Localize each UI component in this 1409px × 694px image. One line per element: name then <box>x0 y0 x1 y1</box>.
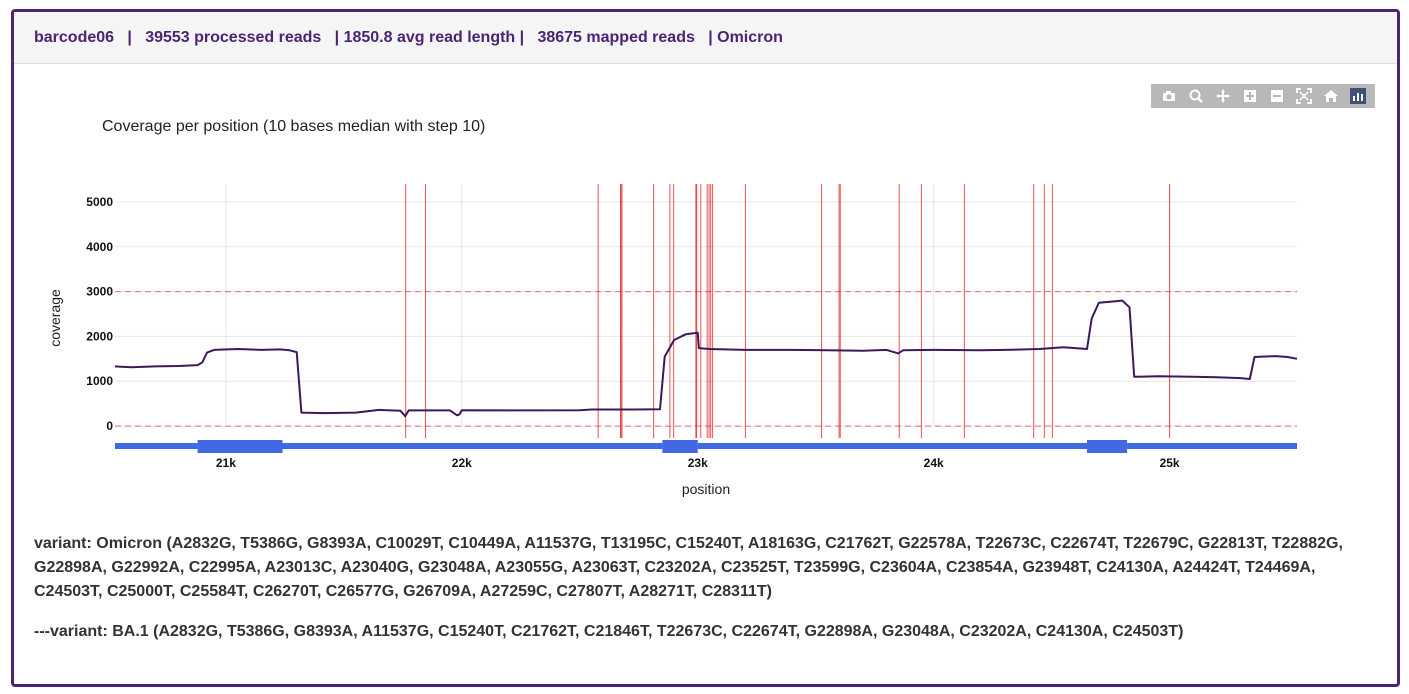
report-panel: barcode06 | 39553 processed reads | 1850… <box>11 9 1400 687</box>
gene-segment-3 <box>662 440 698 453</box>
gene-segment-1 <box>197 440 283 453</box>
gene-bar-layer <box>115 440 1297 453</box>
y-tick-label-1: 1000 <box>86 374 113 388</box>
zoom-out-icon[interactable] <box>1268 87 1286 105</box>
zoom-icon[interactable] <box>1187 87 1205 105</box>
sample-summary-header: barcode06 | 39553 processed reads | 1850… <box>14 12 1397 64</box>
chart-toolbar <box>1151 84 1375 108</box>
gene-segment-2 <box>282 443 663 449</box>
grid-layer <box>115 184 1297 427</box>
reference-lines <box>115 291 1297 427</box>
reset-axes-icon[interactable] <box>1322 87 1340 105</box>
camera-icon[interactable] <box>1160 87 1178 105</box>
variant-omicron-text: variant: Omicron (A2832G, T5386G, G8393A… <box>34 535 1343 600</box>
coverage-line-layer <box>114 299 1298 418</box>
y-axis-label: coverage <box>47 289 63 347</box>
pan-icon[interactable] <box>1214 87 1232 105</box>
x-axis-ticks: 21k 22k 23k 24k 25k <box>216 456 1180 470</box>
x-axis-label: position <box>682 481 730 497</box>
gene-segment-6 <box>1127 443 1297 449</box>
gene-segment-4 <box>697 443 1088 449</box>
x-tick-label-0: 21k <box>216 456 236 470</box>
y-tick-label-2: 2000 <box>86 329 113 343</box>
y-tick-label-4: 4000 <box>86 240 113 254</box>
gene-segment-0 <box>115 443 198 449</box>
y-tick-label-3: 3000 <box>86 285 113 299</box>
x-tick-label-4: 25k <box>1160 456 1180 470</box>
gene-segment-5 <box>1087 440 1128 453</box>
coverage-line <box>114 299 1298 418</box>
mutation-lines <box>405 184 1171 438</box>
x-tick-label-1: 22k <box>452 456 472 470</box>
y-tick-label-5: 5000 <box>86 195 113 209</box>
x-tick-label-2: 23k <box>688 456 708 470</box>
chart-title: Coverage per position (10 bases median w… <box>102 118 485 135</box>
variant-ba1-text: ---variant: BA.1 (A2832G, T5386G, G8393A… <box>34 623 1184 640</box>
y-tick-label-0: 0 <box>106 419 113 433</box>
x-tick-label-3: 24k <box>924 456 944 470</box>
plotly-logo-icon[interactable] <box>1349 87 1367 105</box>
zoom-in-icon[interactable] <box>1241 87 1259 105</box>
coverage-chart[interactable]: Coverage per position (10 bases median w… <box>14 12 1397 512</box>
autoscale-icon[interactable] <box>1295 87 1313 105</box>
y-axis-ticks: 0 1000 2000 3000 4000 5000 <box>86 195 113 433</box>
